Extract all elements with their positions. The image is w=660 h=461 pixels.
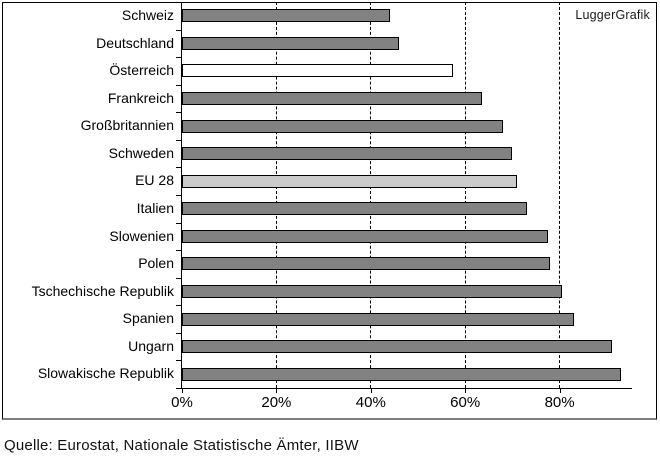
- x-tick: [182, 388, 183, 393]
- x-tick-label: 80%: [544, 394, 575, 411]
- bar: [182, 147, 513, 161]
- bar: [182, 257, 551, 271]
- source-caption: Quelle: Eurostat, Nationale Statistische…: [4, 437, 359, 454]
- category-label: EU 28: [135, 172, 174, 189]
- category-label: Slowenien: [109, 227, 174, 244]
- category-label: Schweiz: [121, 7, 174, 23]
- y-tick: [176, 2, 182, 3]
- y-tick: [176, 29, 182, 31]
- category-label: Tschechische Republik: [31, 282, 174, 299]
- gridline: [275, 2, 277, 388]
- category-label: Österreich: [109, 62, 174, 79]
- bar: [182, 92, 482, 105]
- watermark-luggergrafik: LuggerGrafik: [575, 8, 650, 22]
- bar: [182, 174, 518, 188]
- y-tick: [176, 167, 182, 169]
- x-tick: [370, 388, 372, 393]
- bar: [182, 312, 574, 326]
- y-tick: [176, 332, 182, 334]
- x-tick-label: 60%: [450, 394, 481, 411]
- bar: [182, 285, 562, 298]
- category-label: Ungarn: [128, 337, 174, 354]
- y-tick: [176, 360, 182, 362]
- category-label: Slowakische Republik: [37, 365, 174, 382]
- category-label: Polen: [138, 255, 174, 272]
- x-tick-label: 40%: [355, 394, 386, 411]
- x-tick: [559, 388, 561, 393]
- category-label: Spanien: [122, 310, 174, 327]
- bar: [182, 340, 612, 354]
- bar: [182, 36, 400, 50]
- y-tick: [176, 195, 182, 196]
- gridline: [370, 2, 372, 388]
- y-tick: [176, 84, 182, 86]
- y-tick: [176, 250, 182, 252]
- bar: [182, 229, 548, 243]
- gridline: [559, 2, 561, 388]
- y-tick: [176, 305, 182, 307]
- category-label: Großbritannien: [80, 117, 174, 134]
- y-tick: [176, 139, 182, 141]
- x-tick-label: 0%: [171, 394, 193, 411]
- y-tick: [176, 388, 182, 389]
- y-tick: [176, 57, 182, 59]
- gridline: [464, 2, 466, 388]
- y-tick: [176, 277, 182, 279]
- x-tick-label: 20%: [261, 394, 292, 411]
- category-label: Italien: [136, 200, 174, 216]
- bar: [182, 9, 390, 23]
- category-label: Deutschland: [96, 34, 174, 51]
- x-tick: [276, 388, 278, 393]
- bar: [182, 119, 503, 133]
- y-tick: [176, 222, 182, 224]
- bar: [182, 202, 527, 216]
- x-tick: [465, 388, 467, 393]
- bar: [182, 64, 454, 78]
- category-label: Frankreich: [107, 89, 174, 106]
- value-axis-line: [181, 388, 632, 389]
- bar: [182, 367, 621, 381]
- y-tick: [176, 112, 182, 114]
- category-axis-line: [181, 2, 182, 388]
- category-label: Schweden: [108, 144, 174, 161]
